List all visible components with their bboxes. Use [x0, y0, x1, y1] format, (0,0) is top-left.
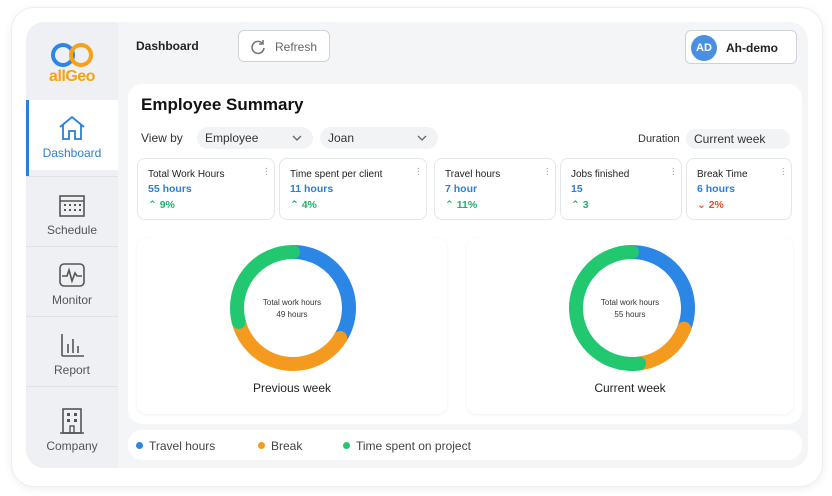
chevron-down-icon: [292, 135, 302, 141]
donut-slice-travel-hours[interactable]: [625, 245, 695, 336]
refresh-button[interactable]: Refresh: [238, 30, 330, 62]
sidebar-item-schedule[interactable]: Schedule: [26, 176, 118, 246]
sidebar-item-label: Monitor: [51, 293, 92, 307]
main-content: Employee Summary View by Employee Joan D…: [118, 72, 808, 468]
view-by-value: Employee: [205, 131, 259, 145]
kpi-delta: ⌃ 11%: [445, 199, 478, 211]
sidebar: allGeo Dashboard Schedule Monitor R: [26, 22, 118, 468]
kpi-card-travel-hours[interactable]: Travel hours 7 hour ⌃ 11% · · ·: [434, 158, 556, 220]
sidebar-item-report[interactable]: Report: [26, 316, 118, 386]
app-logo: allGeo: [26, 36, 118, 102]
donut-center-title: Total work hours: [262, 298, 322, 307]
kpi-delta: ⌃ 4%: [290, 199, 317, 211]
more-options-icon[interactable]: · · ·: [781, 163, 785, 180]
building-icon: [60, 408, 84, 434]
top-bar: Dashboard Refresh AD Ah-demo: [118, 22, 808, 72]
kpi-card-jobs-finished[interactable]: Jobs finished 15 ⌃ 3 · · ·: [560, 158, 682, 220]
kpi-title: Travel hours: [445, 169, 501, 180]
legend-dot: [258, 442, 265, 449]
report-icon: [61, 334, 84, 357]
legend-item: Time spent on project: [343, 439, 471, 453]
legend-dot: [136, 442, 143, 449]
sidebar-item-label: Report: [53, 363, 91, 377]
donut-slice-time-spent-on-project[interactable]: [230, 245, 300, 329]
sidebar-item-label: Company: [46, 439, 98, 453]
legend-item: Travel hours: [136, 439, 215, 453]
arrow-up-icon: ⌃: [571, 199, 583, 211]
chevron-down-icon: [417, 135, 427, 141]
sidebar-item-company[interactable]: Company: [26, 386, 118, 468]
kpi-title: Total Work Hours: [148, 169, 225, 180]
refresh-icon: [251, 40, 265, 55]
more-options-icon[interactable]: · · ·: [264, 163, 268, 180]
chart-label: Previous week: [252, 381, 332, 395]
logo-rings-icon: [51, 43, 93, 67]
kpi-delta: ⌄ 2%: [697, 199, 724, 211]
donut-slice-break[interactable]: [231, 314, 348, 371]
user-menu[interactable]: AD Ah-demo: [685, 30, 797, 64]
donut-chart: [230, 245, 356, 371]
donut-slice-time-spent-on-project[interactable]: [569, 245, 647, 371]
refresh-label: Refresh: [275, 40, 318, 54]
kpi-value: 55 hours: [148, 183, 192, 195]
legend-item: Break: [258, 439, 302, 453]
view-by-label: View by: [141, 131, 183, 145]
kpi-card-total-work-hours[interactable]: Total Work Hours 55 hours ⌃ 9% · · ·: [137, 158, 275, 220]
kpi-value: 15: [571, 183, 583, 195]
home-icon: [59, 115, 85, 140]
chart-previous-week: Total work hours 49 hours Previous week: [137, 238, 447, 414]
kpi-value: 11 hours: [290, 183, 334, 195]
chart-current-week: Total work hours 55 hours Current week: [467, 238, 793, 414]
sidebar-item-monitor[interactable]: Monitor: [26, 246, 118, 316]
kpi-delta: ⌃ 3: [571, 199, 589, 211]
donut-center-value: 49 hours: [276, 310, 308, 319]
summary-title: Employee Summary: [141, 95, 304, 114]
calendar-icon: [59, 195, 85, 217]
donut-center-value: 55 hours: [614, 310, 646, 319]
donut-center-title: Total work hours: [600, 298, 660, 307]
kpi-value: 7 hour: [445, 183, 478, 195]
more-options-icon[interactable]: · · ·: [545, 163, 549, 180]
more-options-icon[interactable]: · · ·: [416, 163, 420, 180]
kpi-value: 6 hours: [697, 183, 735, 195]
duration-select[interactable]: Current week: [686, 129, 790, 149]
chart-legend: Travel hours Break Time spent on project: [128, 430, 802, 460]
avatar: AD: [691, 35, 717, 61]
logo-text: allGeo: [49, 68, 95, 85]
kpi-card-time-per-client[interactable]: Time spent per client 11 hours ⌃ 4% · · ·: [279, 158, 427, 220]
employee-summary-card: Employee Summary View by Employee Joan D…: [128, 84, 802, 424]
sidebar-item-dashboard[interactable]: Dashboard: [26, 100, 118, 176]
sidebar-item-label: Schedule: [46, 223, 98, 237]
kpi-title: Time spent per client: [290, 169, 383, 180]
donut-slice-travel-hours[interactable]: [286, 245, 356, 346]
donut-chart: [569, 245, 695, 371]
arrow-down-icon: ⌄: [697, 199, 709, 211]
kpi-title: Break Time: [697, 169, 748, 180]
arrow-up-icon: ⌃: [148, 199, 160, 211]
arrow-up-icon: ⌃: [290, 199, 302, 211]
duration-label: Duration: [638, 133, 680, 145]
legend-dot: [343, 442, 350, 449]
more-options-icon[interactable]: · · ·: [671, 163, 675, 180]
view-by-select[interactable]: Employee: [197, 127, 313, 149]
kpi-delta: ⌃ 9%: [148, 199, 175, 211]
arrow-up-icon: ⌃: [445, 199, 457, 211]
monitor-icon: [59, 263, 85, 287]
user-name: Ah-demo: [726, 41, 778, 55]
kpi-title: Jobs finished: [571, 169, 630, 180]
employee-select[interactable]: Joan: [320, 127, 438, 149]
donut-slice-break[interactable]: [632, 321, 692, 371]
page-title: Dashboard: [136, 39, 199, 53]
sidebar-item-label: Dashboard: [42, 146, 102, 160]
chart-label: Current week: [594, 381, 666, 395]
employee-value: Joan: [328, 131, 355, 145]
kpi-card-break-time[interactable]: Break Time 6 hours ⌄ 2% · · ·: [686, 158, 792, 220]
